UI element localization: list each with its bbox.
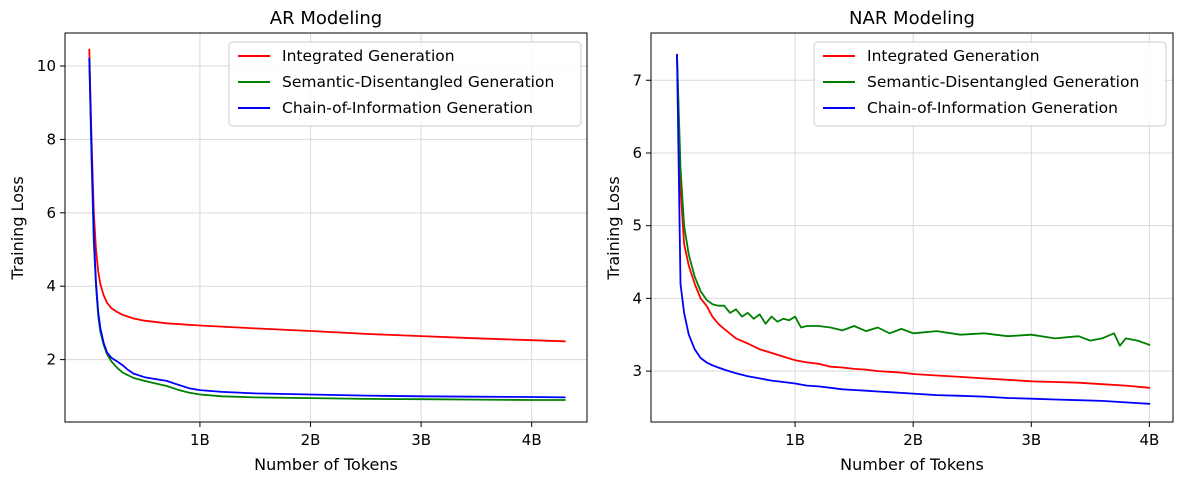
- x-tick-label: 1B: [190, 431, 210, 449]
- x-axis-label: Number of Tokens: [254, 455, 398, 474]
- series-line-chain: [676, 53, 1151, 405]
- y-tick-label: 6: [46, 204, 56, 222]
- y-axis-label: Training Loss: [8, 176, 27, 280]
- y-axis-label: Training Loss: [604, 176, 623, 280]
- legend: Integrated Generation Semantic-Disentang…: [813, 41, 1167, 127]
- plot-frame: [64, 32, 588, 423]
- legend-label-chain: Chain-of-Information Generation: [282, 99, 533, 117]
- legend-label-integrated: Integrated Generation: [282, 47, 455, 65]
- y-tick-label: 8: [46, 130, 56, 148]
- x-tick-label: 1B: [785, 431, 805, 449]
- series-line-chain: [88, 57, 566, 399]
- x-tick-label: 4B: [522, 431, 542, 449]
- series-lines: [88, 48, 566, 401]
- legend: Integrated Generation Semantic-Disentang…: [228, 41, 582, 127]
- ar-modeling-chart: AR Modeling 1B 2B 3B 4B 2 4 6 8 10 Number of Tok…: [8, 8, 588, 474]
- y-tick-label: 5: [632, 217, 642, 235]
- chart-title: AR Modeling: [270, 8, 382, 29]
- x-axis-label: Number of Tokens: [840, 455, 984, 474]
- x-tick-label: 2B: [903, 431, 923, 449]
- legend-box: [813, 41, 1167, 127]
- x-tick-label: 3B: [1021, 431, 1041, 449]
- y-tick-label: 2: [46, 351, 56, 369]
- y-tick-label: 10: [37, 57, 56, 75]
- plot-frame: [650, 32, 1174, 423]
- y-tick-label: 3: [632, 362, 642, 380]
- tick-layer: 1B 2B 3B 4B 2 4 6 8 10: [37, 57, 542, 449]
- y-tick-label: 4: [632, 289, 642, 307]
- y-tick-label: 6: [632, 144, 642, 162]
- tick-layer: 1B 2B 3B 4B 3 4 5 6 7: [632, 71, 1159, 449]
- legend-box: [228, 41, 582, 127]
- series-line-semantic: [676, 53, 1151, 347]
- chart-title: NAR Modeling: [849, 8, 975, 29]
- legend-label-semantic: Semantic-Disentangled Generation: [867, 73, 1139, 91]
- nar-modeling-chart: NAR Modeling 1B 2B 3B 4B 3 4 5 6 7 Number of Tok…: [604, 8, 1174, 474]
- legend-label-chain: Chain-of-Information Generation: [867, 99, 1118, 117]
- series-lines: [676, 53, 1151, 405]
- y-tick-label: 4: [46, 277, 56, 295]
- series-line-integrated: [88, 48, 566, 343]
- legend-label-semantic: Semantic-Disentangled Generation: [282, 73, 554, 91]
- x-tick-label: 4B: [1139, 431, 1159, 449]
- x-tick-label: 2B: [301, 431, 321, 449]
- series-line-integrated: [676, 53, 1151, 389]
- legend-label-integrated: Integrated Generation: [867, 47, 1040, 65]
- x-tick-label: 3B: [411, 431, 431, 449]
- y-tick-label: 7: [632, 71, 642, 89]
